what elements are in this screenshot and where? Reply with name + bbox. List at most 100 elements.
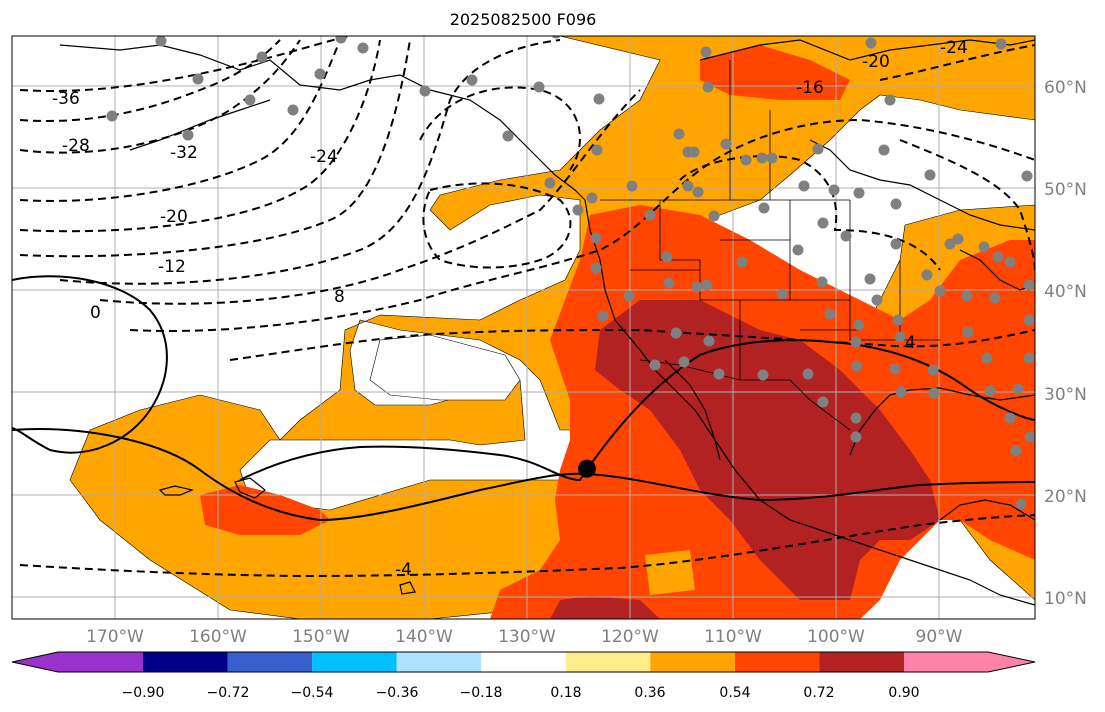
station-dot — [702, 81, 714, 93]
station-dot — [287, 104, 299, 116]
coastlines — [59, 39, 1035, 606]
colorbar-tick-label: −0.18 — [460, 685, 503, 701]
station-dot — [701, 279, 713, 291]
station-dot — [927, 364, 939, 376]
station-dot — [314, 68, 326, 80]
station-dot — [590, 232, 602, 244]
lat-tick-label: 30°N — [1044, 385, 1087, 405]
station-dot — [865, 37, 877, 49]
station-dot — [597, 310, 609, 322]
station-dot — [895, 386, 907, 398]
colorbar-segment — [227, 652, 313, 672]
colorbar-segment — [312, 652, 397, 672]
station-dot — [817, 396, 829, 408]
station-dot — [691, 281, 703, 293]
station-dot — [792, 244, 804, 256]
station-dot — [1010, 445, 1022, 457]
station-dot — [1004, 256, 1016, 268]
dashed-contours — [19, 36, 1035, 578]
station-dot — [989, 292, 1001, 304]
shading-darkred-region — [550, 300, 940, 619]
contour-label: 0 — [90, 303, 101, 323]
colorbar-segment — [565, 652, 651, 672]
colorbar-tick-label: 0.18 — [550, 685, 581, 701]
lon-tick-label: 170°W — [86, 627, 144, 647]
contour-label: -32 — [170, 143, 198, 163]
lon-tick-label: 120°W — [601, 627, 659, 647]
station-dot — [758, 202, 770, 214]
station-dot — [1021, 170, 1033, 182]
station-dot — [551, 36, 561, 39]
contour-label: -28 — [62, 136, 90, 156]
contour-labels: -36 -28 -32 -24 -20 -12 8 0 4 -4 -16 -20… — [52, 38, 968, 580]
station-dot — [106, 110, 118, 122]
station-dot — [981, 352, 993, 364]
station-dot — [586, 192, 598, 204]
station-dot — [828, 184, 840, 196]
station-dot — [812, 143, 824, 155]
station-dot — [673, 128, 685, 140]
station-dot — [924, 169, 936, 181]
contour-label: -20 — [862, 52, 890, 72]
colorbar-tick-label: −0.90 — [122, 685, 165, 701]
contour-label: -24 — [940, 38, 968, 58]
station-dot — [736, 256, 748, 268]
colorbar-segment — [143, 652, 228, 672]
map-plot-area: -36 -28 -32 -24 -20 -12 8 0 4 -4 -16 -20… — [12, 36, 1035, 619]
station-dot — [890, 238, 902, 250]
colorbar-tick-label: 0.36 — [634, 685, 665, 701]
lon-tick-label: 140°W — [395, 627, 453, 647]
contour-label: -24 — [310, 147, 338, 167]
station-dot — [590, 262, 602, 274]
shading-orange-pockets — [645, 550, 695, 595]
contour-label: -36 — [52, 89, 80, 109]
colorbar-tick-label: 0.72 — [803, 685, 834, 701]
station-dot — [850, 431, 862, 443]
station-dot — [766, 152, 778, 164]
colorbar-segment — [396, 652, 482, 672]
station-dot — [244, 94, 256, 106]
station-dot — [853, 319, 865, 331]
station-dot — [802, 368, 814, 380]
station-dot — [1023, 279, 1035, 291]
station-dot — [692, 186, 704, 198]
lon-tick-label: 160°W — [189, 627, 247, 647]
lat-tick-label: 20°N — [1044, 487, 1087, 507]
colorbar-outline — [11, 651, 1036, 673]
station-dot — [894, 331, 906, 343]
station-dot — [1024, 431, 1035, 443]
contour-label: -4 — [395, 560, 412, 580]
map-title: 2025082500 F096 — [449, 10, 597, 29]
station-dot — [720, 138, 732, 150]
station-dot — [700, 46, 712, 58]
station-dots — [106, 36, 1035, 510]
lat-tick-label: 10°N — [1044, 589, 1087, 609]
station-dot — [890, 198, 902, 210]
station-dot — [757, 369, 769, 381]
station-dot — [1004, 412, 1016, 424]
station-dot — [817, 217, 829, 229]
station-dot — [984, 385, 996, 397]
station-dot — [962, 326, 974, 338]
storm-center-marker — [577, 459, 596, 478]
colorbar-tick-label: −0.72 — [207, 685, 250, 701]
station-dot — [682, 180, 694, 192]
station-dot — [544, 177, 556, 189]
station-dot — [878, 144, 890, 156]
station-dot — [670, 327, 682, 339]
colorbar-tick-label: 0.90 — [888, 685, 919, 701]
station-dot — [192, 73, 204, 85]
colorbar-tick-label: −0.36 — [376, 685, 419, 701]
colorbar-segment — [481, 652, 566, 672]
colorbar-segment — [58, 652, 143, 672]
contour-label: -16 — [796, 78, 824, 98]
station-dot — [591, 144, 603, 156]
station-dot — [533, 81, 545, 93]
station-dot — [155, 36, 167, 47]
colorbar-extend-low — [12, 652, 58, 672]
colorbar-tick-label: −0.54 — [291, 685, 334, 701]
station-dot — [871, 294, 883, 306]
station-dot — [851, 360, 863, 372]
contour-label: -12 — [158, 257, 186, 277]
